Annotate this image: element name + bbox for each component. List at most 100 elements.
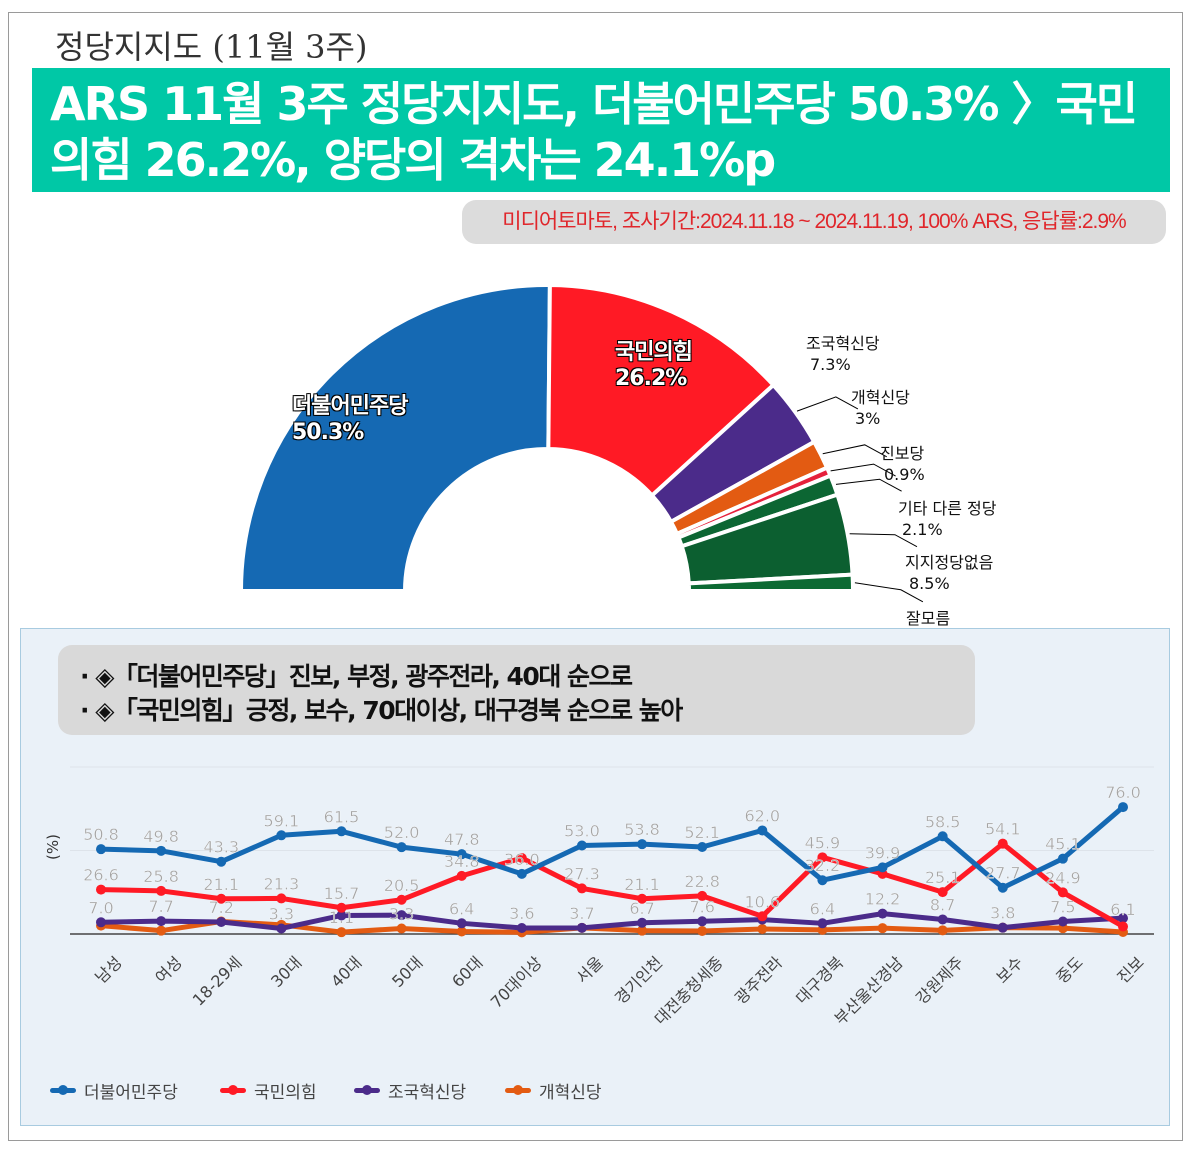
data-label: 52.0	[384, 823, 420, 842]
note-line: · ◈「국민의힘」긍정, 보수, 70대이상, 대구경북 순으로 높아	[80, 696, 683, 725]
data-point	[396, 923, 407, 934]
data-label: 7.0	[88, 898, 113, 917]
data-point	[576, 840, 587, 851]
data-point	[396, 842, 407, 853]
data-point	[757, 923, 768, 934]
data-point	[96, 884, 106, 895]
data-point	[817, 852, 828, 863]
data-label: 36.0	[504, 850, 540, 869]
data-label: 45.9	[805, 833, 841, 852]
data-point	[997, 838, 1008, 849]
data-label: 6.4	[810, 899, 835, 918]
data-point	[216, 916, 227, 927]
data-point	[456, 926, 467, 937]
note-line: · ◈「더불어민주당」진보, 부정, 광주전라, 40대 순으로	[80, 662, 633, 691]
data-point	[276, 923, 287, 934]
data-point	[336, 902, 347, 913]
data-label: 15.7	[324, 884, 360, 903]
data-label: 6.1	[1110, 900, 1135, 919]
data-label: 62.0	[744, 806, 780, 825]
data-point	[1057, 887, 1068, 898]
data-point	[877, 862, 888, 873]
data-point	[216, 893, 227, 904]
slice-label-ppp: 국민의힘 26.2%	[615, 340, 693, 391]
leader-line	[835, 478, 902, 492]
data-label: 26.6	[83, 866, 119, 885]
legend-label: 국민의힘	[254, 1083, 317, 1103]
data-label: 7.7	[148, 897, 173, 916]
headline-banner: ARS 11월 3주 정당지지도, 더불어민주당 50.3% 〉국민의힘 26.…	[32, 68, 1170, 192]
data-point	[637, 839, 648, 850]
data-label: 3.8	[990, 904, 1015, 923]
data-point	[1057, 916, 1068, 927]
data-label: 47.8	[444, 830, 480, 849]
frame	[8, 12, 1183, 1141]
data-label: 59.1	[264, 811, 300, 830]
data-point	[156, 916, 167, 927]
data-point	[396, 910, 407, 921]
data-point	[637, 917, 648, 928]
data-point	[637, 893, 648, 904]
legend-marker-icon	[505, 1085, 531, 1095]
data-label: 45.1	[1045, 835, 1081, 854]
leader-line	[849, 533, 918, 548]
data-point	[937, 831, 948, 842]
data-label: 8.7	[930, 895, 955, 914]
series-line	[100, 841, 1125, 929]
series-line	[100, 918, 1124, 935]
data-point	[96, 917, 106, 928]
data-point	[1118, 913, 1128, 924]
data-label: 76.0	[1105, 783, 1141, 802]
data-point	[877, 908, 888, 919]
legend-marker-icon	[50, 1085, 76, 1095]
data-point	[757, 911, 768, 922]
donut-chart	[239, 283, 924, 603]
data-point	[697, 841, 708, 852]
data-label: 21.1	[624, 875, 660, 894]
data-point	[576, 883, 587, 894]
legend-item: 국민의힘	[220, 1078, 317, 1103]
legend-label: 조국혁신당	[388, 1083, 467, 1103]
data-label: 27.3	[564, 864, 600, 883]
series-line	[100, 911, 1124, 931]
data-label: 54.1	[985, 820, 1021, 839]
data-point	[637, 925, 648, 936]
data-label: 1.1	[329, 908, 354, 927]
data-point	[817, 875, 828, 886]
data-point	[1057, 853, 1068, 864]
data-label: 61.5	[324, 807, 360, 826]
donut-slice	[686, 572, 855, 593]
legend-label: 개혁신당	[539, 1083, 602, 1103]
data-point	[96, 844, 106, 855]
data-label: 6.4	[449, 899, 474, 918]
leader-line	[796, 396, 859, 412]
data-label: 21.3	[264, 874, 300, 893]
data-label: 3.3	[389, 904, 414, 923]
data-point	[937, 914, 948, 925]
data-label: 20.5	[384, 876, 420, 895]
data-label: 6.7	[629, 899, 654, 918]
data-point	[757, 825, 768, 836]
data-point	[937, 887, 948, 898]
slice-label-reform: 개혁신당 3%	[851, 388, 910, 428]
data-point	[877, 923, 888, 934]
data-label: 52.1	[684, 823, 720, 842]
data-point	[997, 882, 1008, 893]
data-point	[516, 853, 527, 864]
slice-label-progressive: 진보당 0.9%	[880, 444, 925, 484]
data-point	[396, 894, 407, 905]
donut-slice	[239, 283, 552, 593]
data-point	[1118, 921, 1128, 932]
data-point	[156, 845, 167, 856]
data-point	[216, 856, 227, 867]
data-label: 3.7	[569, 904, 594, 923]
leader-line	[854, 582, 924, 603]
legend-item: 개혁신당	[505, 1078, 602, 1103]
leader-line	[830, 463, 896, 477]
data-label: 49.8	[143, 827, 179, 846]
data-label: 53.8	[624, 820, 660, 839]
data-label: 27.7	[985, 864, 1021, 883]
data-label: 32.2	[805, 856, 841, 875]
